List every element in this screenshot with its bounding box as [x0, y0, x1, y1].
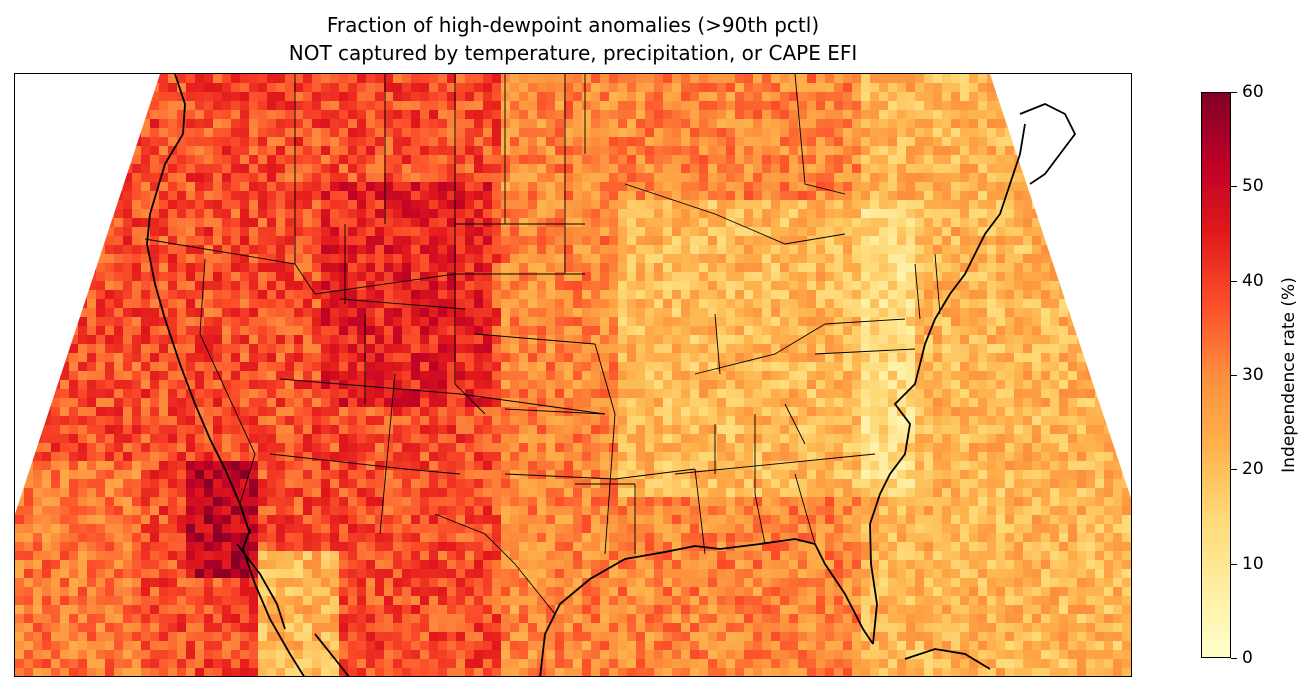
colorbar-tick-mark	[1231, 280, 1237, 282]
baja-coastline	[242, 528, 305, 676]
colorbar-tick-label: 50	[1242, 176, 1264, 197]
colorbar-tick-label: 40	[1242, 270, 1264, 291]
colorbar-tick-label: 30	[1242, 365, 1264, 385]
gulf-california-coast	[236, 543, 286, 630]
colorbar-tick-mark	[1231, 563, 1237, 565]
coastline-lines	[146, 74, 1077, 676]
cuba-coast	[904, 648, 991, 670]
colorbar	[1201, 92, 1231, 658]
chart-title-line-2: NOT captured by temperature, precipitati…	[288, 41, 858, 65]
colorbar-tick-mark	[1231, 92, 1237, 93]
colorbar-tick-label: 20	[1242, 459, 1264, 480]
newfoundland-coast	[1019, 103, 1077, 185]
atlantic-coastline	[869, 123, 1026, 525]
colorbar-label: Independence rate (%)	[1279, 277, 1299, 473]
heatmap-cells	[15, 74, 1131, 676]
colorbar-tick-label: 60	[1242, 82, 1264, 102]
chart-title-line-1: Fraction of high-dewpoint anomalies (>90…	[326, 13, 820, 37]
pacific-coastline	[146, 74, 251, 535]
colorbar-tick-mark	[1231, 375, 1237, 376]
colorbar-tick-mark	[1231, 658, 1237, 659]
colorbar-tick-mark	[1231, 186, 1237, 188]
florida-east-coast	[869, 523, 878, 645]
map-canvas	[15, 74, 1131, 676]
mexico-pacific-coast	[314, 633, 350, 676]
colorbar-tick-mark	[1231, 469, 1237, 471]
colorbar-tick-label: 10	[1242, 553, 1264, 574]
colorbar-tick-label: 0	[1242, 648, 1253, 668]
state-border-lines	[144, 74, 941, 615]
map-frame	[14, 73, 1132, 677]
gulf-coastline	[539, 538, 874, 676]
